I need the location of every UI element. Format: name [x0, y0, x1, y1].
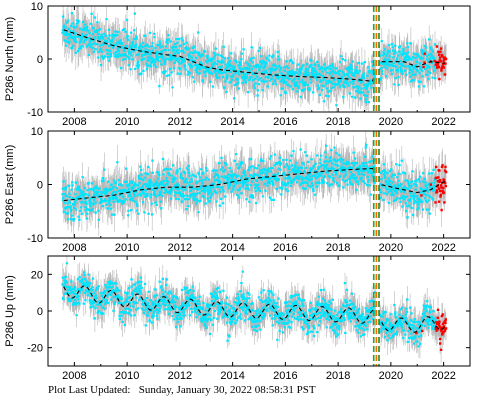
observation-points [61, 262, 437, 348]
x-tick-label: 2010 [115, 116, 139, 128]
y-axis-label: P286 North (mm) [4, 17, 16, 101]
error-bar-path [62, 256, 447, 363]
plot-area [61, 6, 448, 112]
y-tick-label: -10 [27, 233, 43, 245]
x-tick-label: 2010 [115, 242, 139, 254]
trend-line [63, 29, 445, 82]
panel-1: 2008 2010 2012 2014 2016 2018 2020 2022 -10 0 10 P2… [4, 1, 471, 128]
x-tick-label: 2018 [326, 116, 350, 128]
trend-line [63, 285, 446, 333]
plot-updated-footer: Plot Last Updated: Sunday, January 30, 2… [48, 384, 316, 396]
y-axis-label: P286 Up (mm) [4, 275, 16, 347]
plot-area [61, 131, 448, 238]
x-tick-label: 2022 [431, 116, 455, 128]
trend-line [63, 167, 445, 202]
x-tick-label: 2008 [62, 242, 86, 254]
x-axis: 2008 2010 2012 2014 2016 2018 2020 2022 [47, 256, 471, 382]
x-tick-label: 2008 [62, 370, 86, 382]
data-points [61, 143, 448, 222]
y-tick-label: 20 [31, 269, 43, 281]
error-bars [62, 256, 447, 363]
y-tick-label: -20 [27, 343, 43, 355]
x-tick-label: 2014 [220, 242, 244, 254]
y-tick-label: 0 [37, 180, 43, 192]
y-tick-label: 0 [37, 306, 43, 318]
data-points [61, 12, 448, 107]
x-axis: 2008 2010 2012 2014 2016 2018 2020 2022 [47, 6, 471, 128]
y-axis-label: P286 East (mm) [4, 145, 16, 224]
y-axis: -20 0 20 [27, 269, 470, 355]
x-tick-label: 2020 [379, 370, 403, 382]
updated-timestamp: Sunday, January 30, 2022 08:58:31 PST [138, 384, 316, 396]
y-axis: -10 0 10 [27, 126, 470, 245]
x-tick-label: 2010 [115, 370, 139, 382]
plot-area [61, 256, 448, 366]
y-tick-label: 10 [31, 126, 43, 138]
x-tick-label: 2018 [326, 370, 350, 382]
recent-observation-points [420, 164, 448, 212]
x-tick-label: 2012 [168, 242, 192, 254]
x-tick-label: 2020 [379, 116, 403, 128]
x-tick-label: 2018 [326, 242, 350, 254]
y-tick-label: -10 [27, 107, 43, 119]
y-tick-label: 0 [37, 54, 43, 66]
recent-observation-points [422, 45, 448, 81]
observation-points [61, 143, 437, 222]
y-axis: -10 0 10 [27, 1, 470, 119]
updated-label: Plot Last Updated: [48, 384, 131, 396]
x-tick-label: 2022 [431, 370, 455, 382]
x-tick-label: 2020 [379, 242, 403, 254]
x-axis: 2008 2010 2012 2014 2016 2018 2020 2022 [47, 131, 471, 254]
x-tick-label: 2012 [168, 116, 192, 128]
x-tick-label: 2016 [273, 242, 297, 254]
x-tick-label: 2014 [220, 116, 244, 128]
panel-3: 2008 2010 2012 2014 2016 2018 2020 2022 -20 0 20 P2… [4, 255, 471, 382]
x-tick-label: 2008 [62, 116, 86, 128]
panel-2: 2008 2010 2012 2014 2016 2018 2020 2022 -10 0 10 P2… [4, 126, 471, 254]
x-tick-label: 2016 [273, 370, 297, 382]
data-points [61, 262, 448, 351]
y-tick-label: 10 [31, 1, 43, 13]
x-tick-label: 2014 [220, 370, 244, 382]
observation-points [61, 12, 437, 107]
x-tick-label: 2016 [273, 116, 297, 128]
recent-observation-points [415, 308, 448, 351]
x-tick-label: 2022 [431, 242, 455, 254]
x-tick-label: 2012 [168, 370, 192, 382]
